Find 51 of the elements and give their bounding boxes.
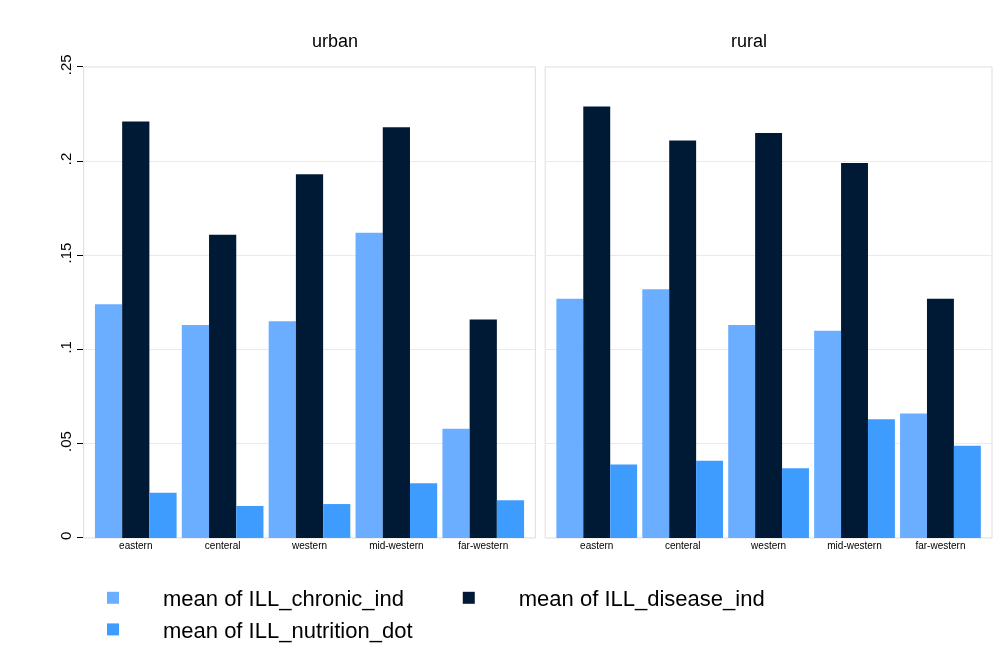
bar xyxy=(926,298,954,538)
legend-label: mean of ILL_nutrition_dot xyxy=(162,617,413,643)
bar xyxy=(181,325,210,538)
bar xyxy=(728,325,756,538)
x-tick-label: far-western xyxy=(458,539,509,551)
legend-label: mean of ILL_disease_ind xyxy=(518,586,765,612)
bar xyxy=(323,504,351,538)
bar xyxy=(295,174,324,538)
bar xyxy=(610,464,638,538)
bar xyxy=(209,234,237,538)
x-tick-label: mid-western xyxy=(827,539,882,551)
x-tick-label: eastern xyxy=(119,539,153,551)
bar xyxy=(953,445,981,538)
bar xyxy=(355,232,383,538)
x-tick-label: centeral xyxy=(204,539,241,551)
bar xyxy=(409,483,438,538)
bar xyxy=(556,298,584,538)
bar xyxy=(382,127,410,538)
bar xyxy=(755,132,783,538)
x-tick-label: far-western xyxy=(915,539,966,551)
bar xyxy=(669,140,697,538)
legend-label: mean of ILL_chronic_ind xyxy=(162,586,404,612)
bar xyxy=(867,419,895,538)
bar xyxy=(442,428,470,538)
x-tick-label: western xyxy=(291,539,328,551)
bar xyxy=(696,460,724,538)
x-tick-label: eastern xyxy=(580,539,614,551)
y-tick-label: 0 xyxy=(56,531,74,540)
bar xyxy=(268,321,296,538)
y-tick-label: .05 xyxy=(56,431,74,452)
bar xyxy=(841,163,868,538)
bar xyxy=(122,121,150,538)
bar xyxy=(583,106,611,538)
x-tick-label: centeral xyxy=(664,539,701,551)
bar xyxy=(814,330,842,538)
bar xyxy=(236,505,264,538)
y-tick-label: .1 xyxy=(56,341,74,354)
y-tick-label: .2 xyxy=(56,152,74,166)
x-tick-label: mid-western xyxy=(369,539,424,551)
chart-title: rural xyxy=(731,31,768,51)
bar xyxy=(149,492,177,538)
bar xyxy=(496,500,525,538)
y-tick-label: .25 xyxy=(56,54,74,76)
bar xyxy=(469,319,497,538)
bar xyxy=(782,468,809,538)
bar xyxy=(900,413,927,538)
chart-title: urban xyxy=(312,31,359,51)
bar xyxy=(642,289,670,538)
x-tick-label: western xyxy=(750,539,787,551)
bar xyxy=(94,304,123,538)
y-tick-label: .15 xyxy=(56,242,74,264)
